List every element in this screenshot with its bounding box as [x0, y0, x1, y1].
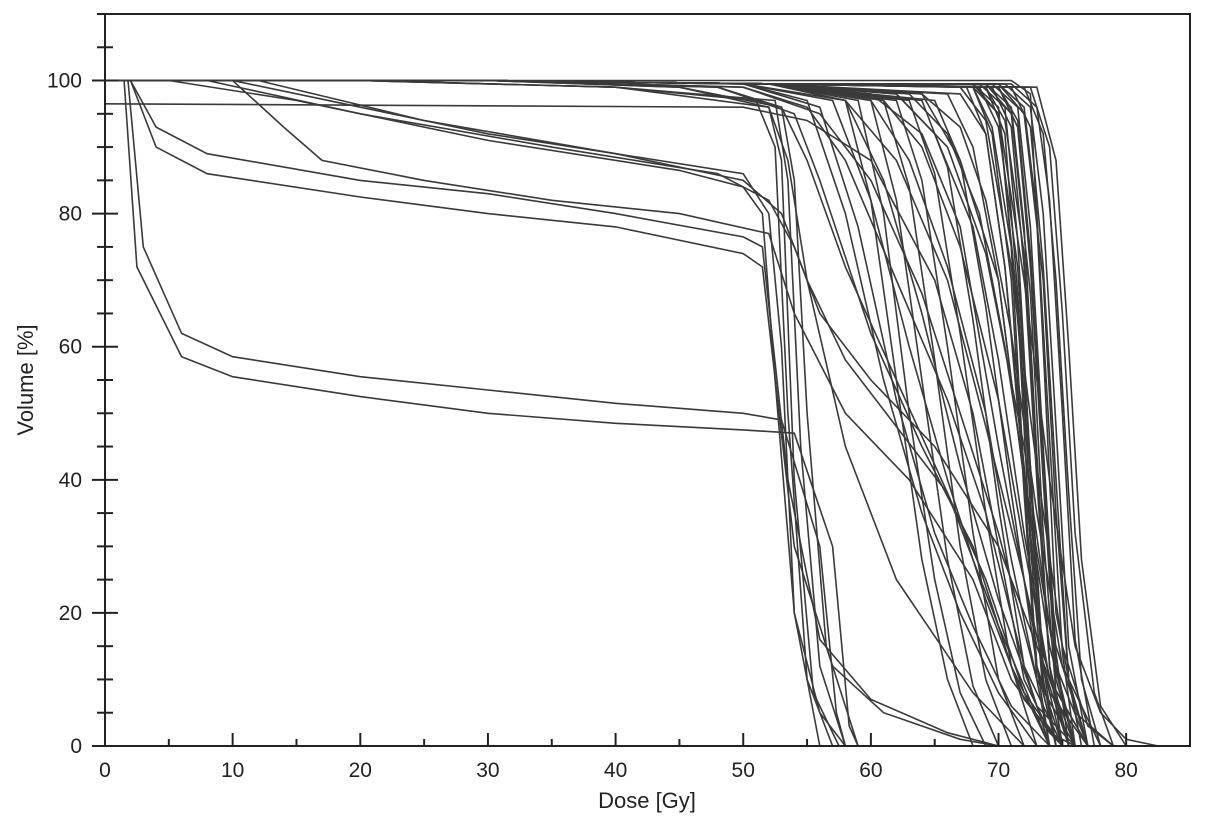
- dvh-curve-5: [105, 79, 1076, 747]
- dvh-curve-19: [105, 79, 1076, 747]
- dvh-curve-11: [105, 79, 834, 747]
- dvh-curve-6: [104, 103, 1063, 747]
- x-tick-label-10: 10: [221, 759, 244, 782]
- dvh-curve-8: [105, 79, 821, 747]
- x-tick-label-70: 70: [987, 759, 1010, 782]
- y-tick-label-0: 0: [70, 735, 82, 758]
- y-tick-label-80: 80: [59, 203, 82, 226]
- tick-labels-group: 0 10 20 30 40 50 60 70 80 0 20 40 60 80 100: [47, 70, 1138, 782]
- dvh-curve-2: [105, 79, 859, 747]
- ticks-group: [92, 13, 1191, 747]
- dvh-curve-32: [105, 79, 1000, 747]
- dvh-curve-4: [105, 79, 999, 747]
- y-tick-label-100: 100: [47, 70, 82, 93]
- dvh-curve-1: [105, 79, 847, 747]
- dvh-curve-68: [105, 79, 1076, 747]
- x-tick-label-60: 60: [859, 759, 882, 782]
- dvh-curve-65: [105, 79, 1114, 747]
- x-axis-title: Dose [Gy]: [598, 788, 696, 813]
- y-tick-label-40: 40: [59, 469, 82, 492]
- x-tick-label-40: 40: [604, 759, 627, 782]
- y-tick-label-60: 60: [59, 336, 82, 359]
- dvh-curve-3: [105, 79, 999, 747]
- x-tick-label-30: 30: [476, 759, 499, 782]
- dvh-curve-61: [105, 79, 1115, 747]
- curves-group: [104, 79, 1159, 747]
- x-tick-label-80: 80: [1114, 759, 1137, 782]
- dvh-curve-20: [105, 79, 1038, 747]
- dvh-curve-35: [105, 79, 1038, 747]
- dvh-curve-64: [105, 79, 1114, 747]
- y-tick-label-20: 20: [59, 602, 82, 625]
- x-tick-label-20: 20: [349, 759, 372, 782]
- y-axis-title: Volume [%]: [13, 324, 38, 435]
- x-tick-label-50: 50: [732, 759, 755, 782]
- x-tick-label-0: 0: [99, 759, 111, 782]
